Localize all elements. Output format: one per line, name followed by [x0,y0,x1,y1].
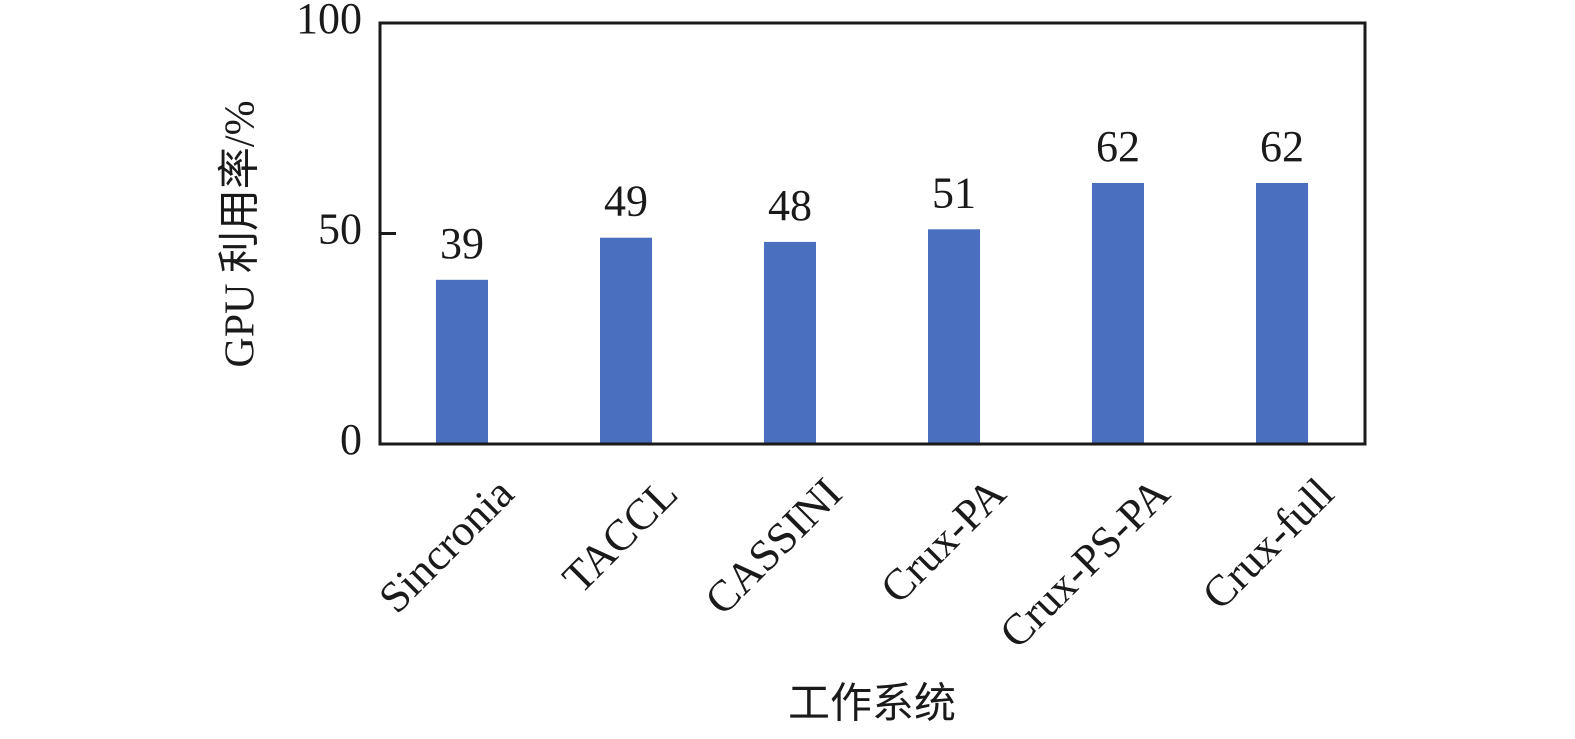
bar-sincronia [436,279,488,444]
y-tick-label: 0 [340,415,362,464]
y-axis-title: GPU 利用率/% [217,100,264,367]
y-tick-label: 100 [296,0,362,43]
bar-taccl [600,237,652,444]
bars-layer [436,182,1308,445]
y-axis-ticks: 0 50 100 [296,0,396,464]
data-label: 39 [440,219,484,268]
x-tick-label: Crux-PA [871,468,1015,612]
y-tick-label: 50 [318,205,362,254]
bar-cassini [764,241,816,444]
bar-crux-full [1256,182,1308,445]
data-label: 51 [932,168,976,217]
x-tick-label: CASSINI [695,468,851,624]
x-tick-label: Crux-full [1193,468,1343,618]
plot-area-frame [378,21,1367,446]
bar-crux-ps-pa [1092,182,1144,445]
data-label: 48 [768,181,812,230]
bar-crux-pa [928,229,980,444]
data-labels-layer: 39 49 48 51 62 62 [440,122,1304,268]
x-tick-label: Sincronia [369,468,523,622]
data-label: 49 [604,177,648,226]
x-axis-title: 工作系统 [788,682,956,728]
x-tick-label: TACCL [553,468,687,602]
data-label: 62 [1096,122,1140,171]
data-label: 62 [1260,122,1304,171]
x-tick-label: Crux-PS-PA [990,468,1179,657]
